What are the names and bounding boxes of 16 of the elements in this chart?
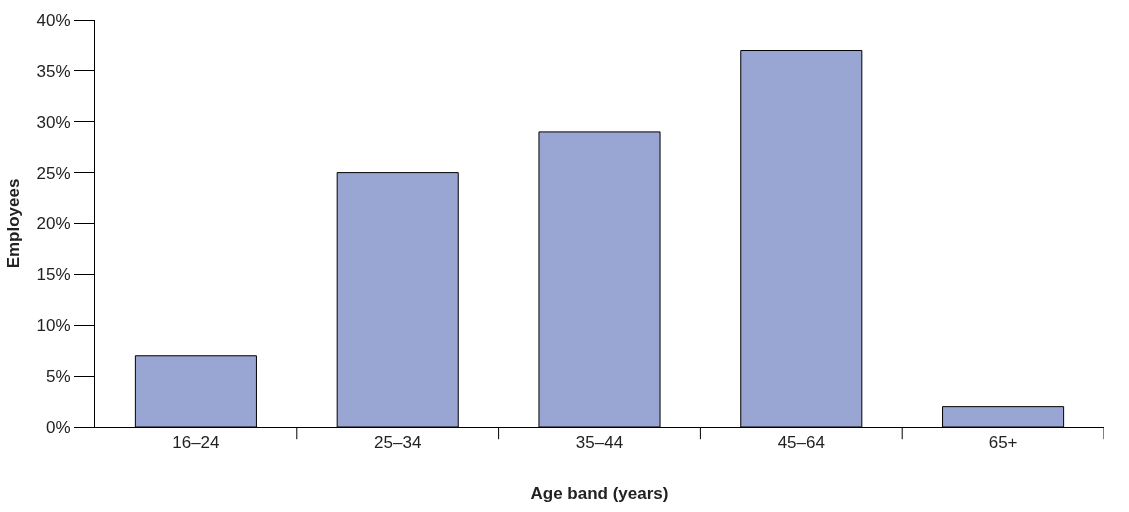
y-tick-label: 0%: [46, 417, 71, 437]
y-tick-label: 15%: [36, 265, 71, 285]
x-tick-label: 45–64: [777, 433, 825, 453]
y-tick-label: 20%: [36, 214, 71, 234]
x-tick-label: 25–34: [374, 433, 422, 453]
x-tick-label: 65+: [988, 433, 1018, 453]
y-tick-label: 10%: [36, 316, 71, 336]
x-tick-label: 16–24: [172, 433, 220, 453]
y-tick-label: 35%: [36, 61, 71, 81]
y-tick-label: 40%: [36, 10, 71, 30]
y-tick-label: 5%: [46, 367, 71, 387]
y-axis-title: Employees: [4, 178, 24, 269]
x-tick-label: 35–44: [575, 433, 624, 453]
x-axis-title: Age band (years): [530, 483, 669, 503]
y-tick-label: 25%: [36, 163, 71, 183]
y-tick-label: 30%: [36, 112, 71, 132]
